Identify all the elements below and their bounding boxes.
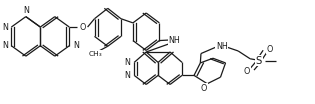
Text: S: S [256, 56, 262, 66]
Text: CH₃: CH₃ [89, 51, 103, 57]
Text: N: N [2, 23, 8, 32]
Text: N: N [2, 41, 8, 50]
Text: N: N [124, 71, 130, 80]
Text: O: O [79, 23, 86, 32]
Text: NH: NH [168, 36, 180, 45]
Text: NH: NH [216, 42, 228, 51]
Text: N: N [124, 58, 130, 67]
Text: O: O [244, 67, 250, 76]
Text: O: O [201, 84, 207, 93]
Text: O: O [266, 45, 273, 54]
Text: N: N [73, 41, 79, 50]
Text: N: N [23, 6, 29, 15]
